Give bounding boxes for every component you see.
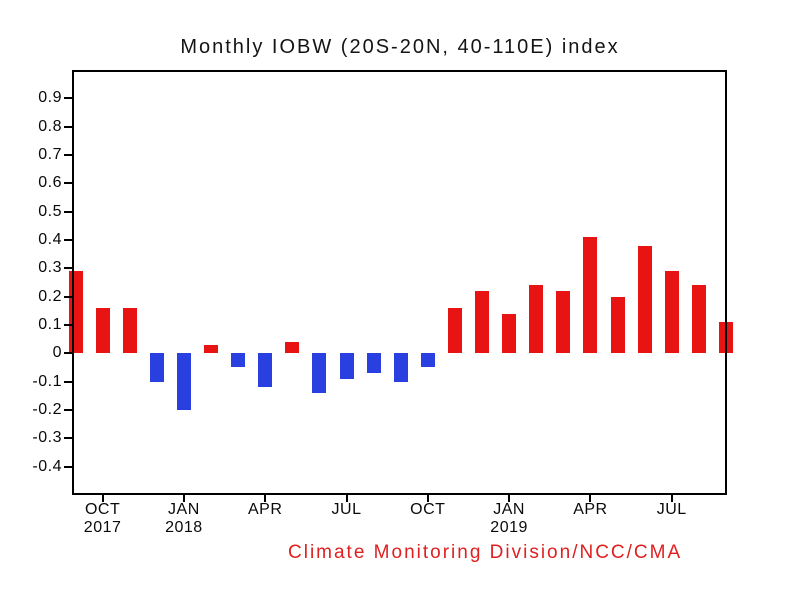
bar: [366, 353, 381, 374]
footer-credit: Climate Monitoring Division/NCC/CMA: [288, 542, 683, 563]
bar: [393, 353, 408, 382]
bar: [583, 237, 598, 354]
x-axis-label: JAN 2018: [149, 501, 219, 537]
bar: [285, 342, 300, 354]
bar: [149, 353, 164, 382]
x-axis-tick: [345, 495, 348, 502]
x-axis-year-label: 2018: [165, 519, 203, 536]
y-axis-label: 0.8: [38, 117, 62, 135]
y-axis-tick: [64, 182, 72, 185]
bar: [691, 285, 706, 354]
y-axis-label: 0.1: [38, 316, 62, 333]
y-axis-label: 0: [52, 344, 62, 362]
y-axis-label: 0.5: [38, 202, 62, 220]
x-axis-tick: [264, 495, 267, 502]
x-axis-label: APR: [573, 501, 608, 518]
y-axis-label: 0.3: [38, 259, 62, 277]
x-axis-label: OCT 2017: [68, 501, 138, 537]
bar: [176, 353, 191, 410]
x-axis-tick: [670, 495, 673, 502]
bar: [475, 291, 489, 354]
y-axis-tick: [64, 437, 72, 440]
bar: [95, 308, 110, 354]
bar: [502, 313, 517, 354]
y-axis-label: -0.4: [32, 457, 62, 475]
y-axis-tick: [64, 97, 72, 100]
y-axis-tick: [64, 352, 72, 355]
bar: [312, 353, 327, 393]
x-axis-tick: [182, 495, 185, 502]
bar: [718, 322, 733, 354]
x-axis-tick: [426, 495, 429, 502]
bar: [637, 245, 652, 354]
x-axis-tick: [101, 495, 104, 502]
bar: [447, 308, 462, 354]
bar: [231, 353, 246, 368]
y-axis-tick: [64, 295, 72, 298]
x-axis-tick: [589, 495, 592, 502]
bar: [420, 353, 435, 368]
bar: [610, 296, 625, 354]
y-axis-tick: [64, 409, 72, 411]
y-axis-tick: [64, 125, 72, 128]
x-axis-label: APR: [247, 501, 283, 518]
y-axis-tick: [64, 267, 72, 270]
x-axis-label: JUL: [331, 501, 362, 518]
x-axis-label: JAN 2019: [474, 501, 544, 537]
y-axis-tick: [64, 380, 72, 383]
y-axis-label: -0.1: [32, 372, 62, 390]
y-axis-label: -0.2: [32, 401, 62, 418]
y-axis-label: 0.6: [38, 174, 62, 192]
y-axis-tick: [64, 324, 72, 326]
bar: [529, 285, 544, 354]
bar: [122, 308, 137, 354]
y-axis-label: 0.7: [38, 146, 62, 163]
y-axis-tick: [64, 154, 72, 156]
x-axis-year-label: 2019: [490, 519, 528, 536]
bar: [339, 353, 354, 379]
x-axis-year-label: 2017: [83, 519, 122, 536]
bar: [664, 271, 679, 354]
y-axis-tick: [64, 465, 72, 468]
plot-area: [68, 70, 733, 495]
y-axis-label: 0.9: [38, 89, 62, 107]
y-axis-label: 0.4: [38, 231, 62, 248]
y-axis-label: 0.2: [38, 287, 62, 305]
y-axis-label: -0.3: [32, 429, 62, 447]
bar: [68, 271, 83, 354]
bar: [556, 291, 571, 354]
x-axis-label: JUL: [656, 501, 687, 518]
y-axis-tick: [64, 239, 72, 241]
y-axis-tick: [64, 210, 72, 213]
x-axis-label: OCT: [410, 501, 446, 518]
chart-title: Monthly IOBW (20S-20N, 40-110E) index: [180, 36, 620, 58]
bar: [204, 344, 218, 354]
x-axis-tick: [508, 495, 511, 502]
bar: [258, 353, 273, 388]
